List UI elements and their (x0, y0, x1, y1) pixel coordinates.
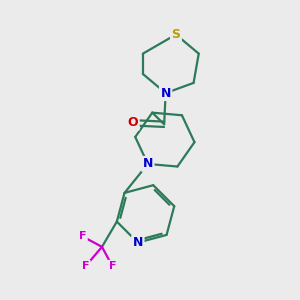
Text: N: N (142, 158, 153, 170)
Text: F: F (82, 261, 89, 271)
Text: O: O (128, 116, 138, 129)
Text: F: F (79, 232, 86, 242)
Text: S: S (172, 28, 181, 41)
Text: N: N (160, 87, 171, 100)
Text: F: F (109, 261, 116, 271)
Text: N: N (133, 236, 143, 249)
